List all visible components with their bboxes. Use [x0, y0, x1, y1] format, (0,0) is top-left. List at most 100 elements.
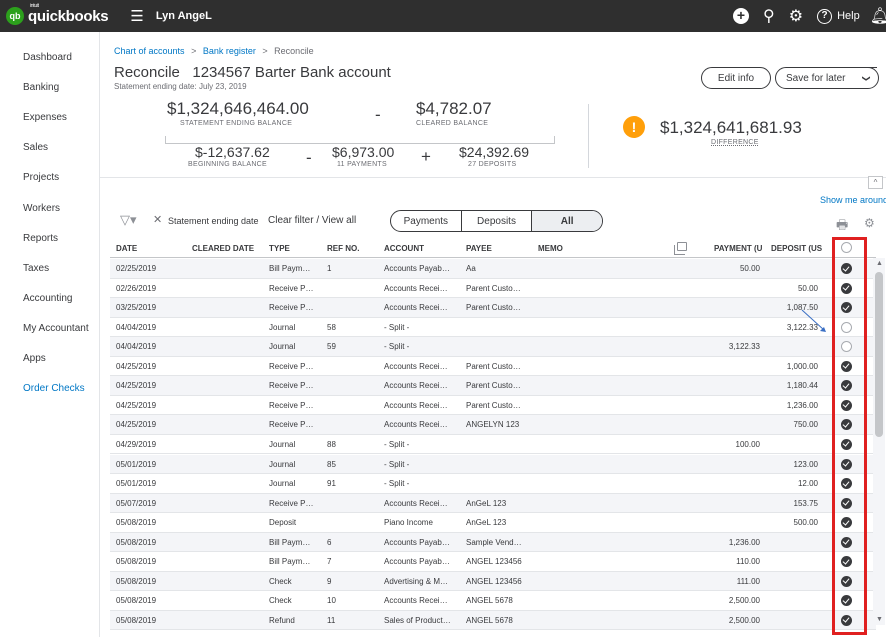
cell-date: 05/08/2019	[116, 596, 157, 606]
cleared-checkbox-checked[interactable]	[841, 263, 852, 274]
cleared-checkbox-checked[interactable]	[841, 380, 852, 392]
help-icon[interactable]: ?	[817, 8, 833, 24]
quickbooks-logo[interactable]: qb intuit quickbooks	[6, 3, 109, 25]
cleared-checkbox[interactable]	[841, 341, 852, 353]
show-me-around-link[interactable]: Show me around	[820, 195, 886, 205]
cleared-checkbox-checked[interactable]	[841, 595, 852, 607]
sidebar-item-taxes[interactable]: Taxes	[23, 263, 50, 274]
table-row[interactable]: 04/25/2019 Receive P… Accounts Recei… Paren…	[110, 376, 876, 396]
cleared-checkbox-checked[interactable]	[841, 458, 852, 470]
cleared-checkbox-checked[interactable]	[841, 282, 852, 294]
cleared-checkbox-checked[interactable]	[841, 399, 852, 411]
table-row[interactable]: 04/25/2019 Receive P… Accounts Recei… Paren…	[110, 396, 876, 416]
scrollbar-thumb[interactable]	[875, 272, 883, 437]
scroll-up-arrow-icon[interactable]: ▲	[876, 260, 883, 267]
chevron-down-icon[interactable]: ❯	[857, 67, 877, 89]
cleared-checkbox[interactable]	[841, 321, 852, 333]
header-account[interactable]: ACCOUNT	[384, 244, 424, 253]
table-row[interactable]: 04/25/2019 Receive P… Accounts Recei… ANGEL…	[110, 415, 876, 435]
menu-icon[interactable]: ☰	[130, 8, 144, 25]
edit-info-button[interactable]: Edit info	[701, 67, 771, 89]
statement-ending-balance: $1,324,646,464.00	[167, 99, 309, 118]
header-deposit[interactable]: DEPOSIT (US	[771, 244, 823, 253]
header-memo[interactable]: MEMO	[538, 244, 563, 253]
cleared-checkbox-checked[interactable]	[841, 360, 852, 372]
table-row[interactable]: 05/08/2019 Bill Paym… 6 Accounts Payab… Samp…	[110, 532, 876, 553]
statement-ending-label: STATEMENT ENDING BALANCE	[180, 120, 293, 127]
header-ref-no[interactable]: REF NO.	[327, 244, 360, 253]
header-type[interactable]: TYPE	[269, 244, 290, 253]
cell-ref: 6	[327, 537, 332, 547]
cell-deposit: 500.00	[793, 518, 818, 528]
table-row[interactable]: 05/07/2019 Receive P… Accounts Recei… AnGeL…	[110, 493, 876, 514]
cleared-checkbox-checked[interactable]	[841, 536, 852, 548]
cell-payee: ANGEL 123456	[466, 557, 522, 567]
sidebar-item-reports[interactable]: Reports	[23, 233, 59, 244]
sidebar-item-my-accountant[interactable]: My Accountant	[23, 323, 89, 334]
sidebar-item-expenses[interactable]: Expenses	[23, 112, 67, 123]
tab-deposits[interactable]: Deposits	[462, 211, 533, 231]
difference-label[interactable]: DIFFERENCE	[711, 139, 759, 146]
table-row[interactable]: 02/26/2019 Receive P… Accounts Recei… Paren…	[110, 279, 876, 299]
table-row[interactable]: 05/08/2019 Deposit Piano Income AnGeL 123 50…	[110, 513, 876, 533]
sidebar-item-apps[interactable]: Apps	[23, 353, 46, 364]
table-row[interactable]: 05/08/2019 Check 10 Accounts Recei… ANGEL 56…	[110, 591, 876, 611]
table-row[interactable]: 05/01/2019 Journal 91 - Split - 12.00	[110, 474, 876, 494]
copy-icon[interactable]	[674, 242, 687, 255]
table-row[interactable]: 05/08/2019 Refund 11 Sales of Product… ANGEL…	[110, 610, 876, 631]
cleared-checkbox-checked[interactable]	[841, 302, 852, 314]
table-row[interactable]: 05/08/2019 Check 9 Advertising & M… ANGEL 12…	[110, 571, 876, 592]
table-settings-gear-icon[interactable]: ⚙	[864, 216, 875, 230]
cell-date: 05/07/2019	[116, 498, 157, 508]
gear-icon[interactable]: ⚙	[788, 8, 804, 25]
cleared-checkbox-checked[interactable]	[841, 556, 852, 568]
search-icon[interactable]: ⚲	[763, 8, 775, 25]
breadcrumb-bank-register[interactable]: Bank register	[202, 46, 256, 56]
table-row[interactable]: 05/08/2019 Bill Paym… 7 Accounts Payab… ANGE…	[110, 552, 876, 572]
cell-type: Check	[269, 596, 292, 606]
table-row[interactable]: 04/25/2019 Receive P… Accounts Recei… Paren…	[110, 357, 876, 377]
cleared-checkbox-checked[interactable]	[841, 419, 852, 431]
header-payment[interactable]: PAYMENT (U	[714, 244, 763, 253]
save-for-later-button[interactable]: Save for later ❯	[775, 67, 879, 89]
cleared-checkbox-checked[interactable]	[841, 575, 852, 587]
table-row[interactable]: 02/25/2019 Bill Paym… 1 Accounts Payab… Aa 50…	[110, 259, 876, 279]
cleared-checkbox-checked[interactable]	[841, 478, 852, 490]
clear-filter-link[interactable]: Clear filter / View all	[268, 215, 357, 226]
company-name[interactable]: Lyn AngeL	[155, 10, 212, 22]
header-date[interactable]: DATE	[116, 244, 138, 253]
sidebar-item-banking[interactable]: Banking	[23, 82, 60, 93]
cleared-checkbox-checked[interactable]	[841, 438, 852, 450]
cleared-checkbox-checked[interactable]	[841, 497, 852, 509]
sidebar-item-projects[interactable]: Projects	[23, 172, 60, 183]
scroll-down-arrow-icon[interactable]: ▼	[876, 616, 883, 623]
sidebar-item-workers[interactable]: Workers	[23, 203, 61, 214]
breadcrumb-chart-of-accounts[interactable]: Chart of accounts	[114, 46, 185, 56]
header-cleared-date[interactable]: CLEARED DATE	[192, 244, 255, 253]
filter-icon[interactable]: ▽▾	[120, 212, 137, 227]
cell-deposit: 153.75	[793, 498, 818, 508]
top-bar: qb intuit quickbooks ☰ Lyn AngeL + ⚲ ⚙ ? …	[0, 0, 886, 32]
bell-icon[interactable]: 🔔︎	[869, 8, 886, 25]
table-row[interactable]: 03/25/2019 Receive P… Accounts Recei… Paren…	[110, 298, 876, 318]
collapse-summary-button[interactable]: ^	[868, 176, 883, 189]
header-payee[interactable]: PAYEE	[466, 244, 492, 253]
table-row[interactable]: 05/01/2019 Journal 85 - Split - 123.00	[110, 454, 876, 474]
sidebar-item-sales[interactable]: Sales	[23, 142, 49, 153]
close-icon[interactable]: ✕	[153, 214, 163, 226]
tab-all[interactable]: All	[532, 211, 602, 231]
help-label[interactable]: Help	[837, 10, 860, 22]
create-plus-icon[interactable]: +	[733, 8, 749, 24]
sidebar-item-dashboard[interactable]: Dashboard	[23, 52, 72, 63]
table-row[interactable]: 04/29/2019 Journal 88 - Split - 100.00	[110, 435, 876, 455]
cell-deposit: 750.00	[793, 420, 818, 430]
sidebar-item-order-checks[interactable]: Order Checks	[23, 383, 85, 394]
print-icon[interactable]: 🖶︎	[836, 217, 849, 232]
cleared-checkbox-checked[interactable]	[841, 614, 852, 626]
table-row[interactable]: 04/04/2019 Journal 59 - Split - 3,122.33	[110, 337, 876, 357]
sidebar-item-accounting[interactable]: Accounting	[23, 293, 73, 304]
select-all-checkbox[interactable]	[841, 242, 852, 253]
cleared-checkbox-checked[interactable]	[841, 517, 852, 529]
tab-payments[interactable]: Payments	[391, 211, 462, 231]
table-row[interactable]: 04/04/2019 Journal 58 - Split - 3,122.33	[110, 318, 876, 338]
